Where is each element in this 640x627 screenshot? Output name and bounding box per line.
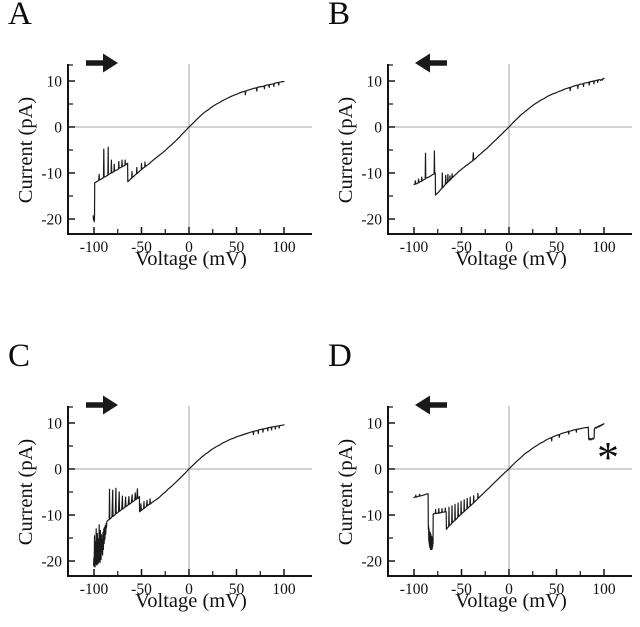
arrow-head bbox=[415, 395, 430, 415]
arrow-head bbox=[103, 395, 118, 415]
y-tick-label: 10 bbox=[367, 74, 383, 91]
y-tick-label: -10 bbox=[361, 166, 382, 183]
x-tick-label: -50 bbox=[131, 581, 152, 598]
panel-b: -100 -50 0 50 100 10 0 -10 -20 B Voltage (mV) Cu… bbox=[320, 0, 640, 285]
right-arrow-icon bbox=[86, 395, 118, 415]
arrow-shaft bbox=[86, 402, 104, 408]
panel-label-a: A bbox=[8, 0, 32, 32]
left-arrow-icon bbox=[415, 395, 447, 415]
x-tick-label: -100 bbox=[80, 239, 109, 256]
y-tick-label: 0 bbox=[54, 120, 62, 137]
y-tick-label: 0 bbox=[374, 462, 382, 479]
panel-c: -100 -50 0 50 100 10 0 -10 -20 C Voltage (mV) Cu… bbox=[0, 338, 320, 627]
y-tick-label: -10 bbox=[41, 166, 62, 183]
x-tick-label: 0 bbox=[185, 581, 193, 598]
asterisk-annotation: * bbox=[597, 433, 619, 482]
x-tick-label: -50 bbox=[131, 239, 152, 256]
iv-trace bbox=[92, 80, 285, 223]
y-tick-label: 0 bbox=[374, 120, 382, 137]
x-tick-label: 50 bbox=[229, 239, 245, 256]
iv-trace bbox=[413, 77, 605, 196]
arrow-head bbox=[415, 53, 430, 73]
x-tick-label: -100 bbox=[400, 239, 429, 256]
iv-trace bbox=[413, 423, 605, 551]
x-tick-label: 0 bbox=[505, 239, 513, 256]
x-axis-title: Voltage (mV) bbox=[135, 248, 247, 270]
arrow-head bbox=[103, 53, 118, 73]
y-axis-title: Current (pA) bbox=[335, 96, 357, 204]
arrow-shaft bbox=[429, 60, 447, 66]
x-tick-label: -100 bbox=[80, 581, 109, 598]
right-arrow-icon bbox=[86, 53, 118, 73]
y-tick-label: -10 bbox=[41, 508, 62, 525]
x-tick-label: 100 bbox=[272, 239, 296, 256]
x-tick-label: 100 bbox=[592, 239, 616, 256]
y-tick-label: -20 bbox=[41, 212, 62, 229]
panel-label-c: C bbox=[8, 338, 31, 374]
panel-d: -100 -50 0 50 100 10 0 -10 -20 D Voltage (mV) Cu… bbox=[320, 338, 640, 627]
x-tick-label: 0 bbox=[185, 239, 193, 256]
y-tick-label: -20 bbox=[41, 554, 62, 571]
y-tick-label: -20 bbox=[361, 554, 382, 571]
arrow-shaft bbox=[429, 402, 447, 408]
y-tick-label: 10 bbox=[47, 74, 63, 91]
x-axis-title: Voltage (mV) bbox=[455, 590, 567, 612]
x-tick-label: 50 bbox=[549, 239, 565, 256]
y-axis-title: Current (pA) bbox=[15, 438, 37, 546]
iv-trace bbox=[92, 424, 285, 568]
arrow-shaft bbox=[86, 60, 104, 66]
x-tick-label: -50 bbox=[451, 581, 472, 598]
panel-label-d: D bbox=[328, 338, 352, 374]
y-tick-label: 10 bbox=[47, 416, 63, 433]
panel-label-b: B bbox=[328, 0, 351, 32]
x-tick-label: 100 bbox=[272, 581, 296, 598]
x-tick-label: -50 bbox=[451, 239, 472, 256]
y-tick-label: -10 bbox=[361, 508, 382, 525]
x-tick-label: 50 bbox=[229, 581, 245, 598]
panel-a: -100 -50 0 50 100 10 0 -10 -20 A Voltage (mV) Cu… bbox=[0, 0, 320, 285]
x-tick-label: 50 bbox=[549, 581, 565, 598]
x-tick-label: 0 bbox=[505, 581, 513, 598]
y-tick-label: -20 bbox=[361, 212, 382, 229]
y-axis-title: Current (pA) bbox=[15, 96, 37, 204]
left-arrow-icon bbox=[415, 53, 447, 73]
x-tick-label: -100 bbox=[400, 581, 429, 598]
y-tick-label: 0 bbox=[54, 462, 62, 479]
y-tick-label: 10 bbox=[367, 416, 383, 433]
y-axis-title: Current (pA) bbox=[335, 438, 357, 546]
x-axis-title: Voltage (mV) bbox=[455, 248, 567, 270]
x-tick-label: 100 bbox=[592, 581, 616, 598]
x-axis-title: Voltage (mV) bbox=[135, 590, 247, 612]
